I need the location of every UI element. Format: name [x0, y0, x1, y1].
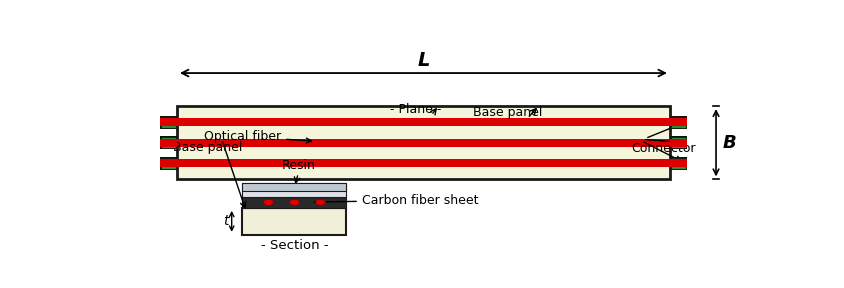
Bar	[669, 116, 686, 129]
Ellipse shape	[289, 199, 299, 205]
Text: Resin: Resin	[281, 159, 315, 173]
Text: B: B	[722, 134, 735, 152]
Bar	[160, 157, 177, 170]
Text: Connector: Connector	[630, 142, 695, 155]
Text: Base panel: Base panel	[173, 141, 242, 154]
Text: Optical fiber: Optical fiber	[203, 130, 311, 143]
Bar	[242, 208, 346, 235]
Bar	[669, 136, 686, 149]
Text: Carbon fiber sheet: Carbon fiber sheet	[314, 194, 478, 206]
Bar	[160, 159, 177, 167]
Bar	[177, 106, 669, 179]
Bar	[669, 139, 686, 147]
Bar	[670, 137, 685, 148]
Bar	[160, 137, 176, 148]
Bar	[160, 136, 177, 149]
Text: - Section -: - Section -	[260, 239, 327, 252]
Text: Base panel: Base panel	[473, 106, 542, 119]
Bar	[160, 117, 176, 128]
Bar	[177, 118, 669, 126]
Bar	[670, 158, 685, 168]
Bar	[669, 157, 686, 170]
Bar	[177, 159, 669, 167]
Bar	[242, 183, 346, 197]
Bar	[242, 197, 346, 208]
Bar	[177, 139, 669, 147]
Bar	[242, 183, 346, 191]
Ellipse shape	[315, 199, 325, 205]
Text: t: t	[223, 214, 229, 228]
Bar	[670, 117, 685, 128]
Bar	[669, 118, 686, 126]
Bar	[669, 159, 686, 167]
Text: - Plane -: - Plane -	[390, 103, 441, 116]
Bar	[160, 118, 177, 126]
Text: L: L	[417, 51, 429, 70]
Ellipse shape	[263, 199, 273, 205]
Bar	[160, 158, 176, 168]
Bar	[160, 139, 177, 147]
Bar	[160, 116, 177, 129]
